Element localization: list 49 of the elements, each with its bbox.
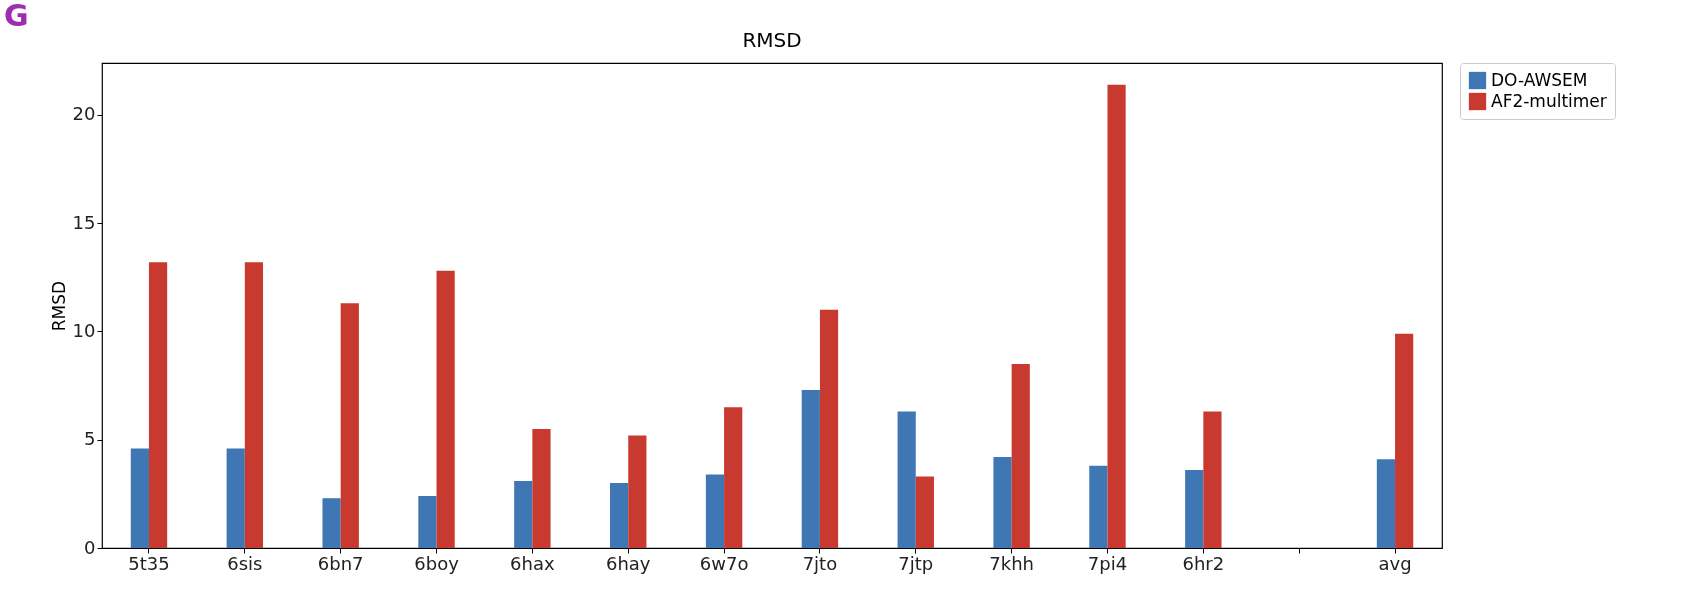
y-tick-label: 5 (84, 428, 96, 450)
bar (514, 480, 533, 548)
y-tick-label: 15 (72, 211, 96, 233)
bar (1203, 411, 1222, 548)
bar (532, 428, 551, 548)
chart-title: RMSD (742, 27, 802, 52)
x-tick-label: 6hax (510, 552, 555, 574)
bar (1011, 363, 1030, 548)
bar (244, 262, 264, 548)
bar (1089, 465, 1108, 548)
bar (610, 483, 629, 548)
x-tick-label: 7jto (802, 552, 838, 574)
bar (1107, 84, 1126, 548)
x-tick-label: 6sis (227, 552, 263, 574)
bar (148, 262, 168, 548)
y-axis-title: RMSD (48, 280, 69, 332)
bar (1376, 459, 1396, 548)
x-tick-label: 6bn7 (317, 552, 364, 574)
x-tick-label: 6w7o (699, 552, 749, 574)
bar (1185, 470, 1204, 548)
x-tick-label: 7pi4 (1087, 552, 1128, 574)
bar (897, 411, 916, 548)
x-tick-label: 7khh (989, 552, 1034, 574)
bar (130, 448, 149, 548)
bar (801, 389, 820, 548)
x-tick-label: 5t35 (128, 552, 170, 574)
x-tick-label: 7jtp (898, 552, 934, 574)
text: G (4, 0, 29, 33)
bar (993, 457, 1012, 548)
x-tick-label: 6boy (414, 552, 460, 574)
bar (340, 303, 359, 548)
bar (226, 448, 245, 548)
x-tick-label: 6hr2 (1182, 552, 1225, 574)
bar (915, 476, 934, 548)
y-tick-label: 0 (84, 536, 96, 558)
y-tick-label: 20 (72, 103, 96, 125)
legend-label: AF2-multimer (1491, 90, 1607, 111)
bar (322, 498, 341, 548)
bar (724, 407, 743, 548)
bar (1395, 333, 1414, 548)
bar (628, 435, 647, 548)
x-tick-label: avg (1378, 552, 1412, 574)
bar (819, 309, 839, 548)
x-tick-label: 6hay (605, 552, 651, 574)
bar (705, 474, 725, 548)
bar (418, 496, 437, 548)
bar (436, 270, 455, 548)
y-tick-label: 10 (72, 319, 96, 341)
legend-label: DO-AWSEM (1491, 69, 1588, 90)
